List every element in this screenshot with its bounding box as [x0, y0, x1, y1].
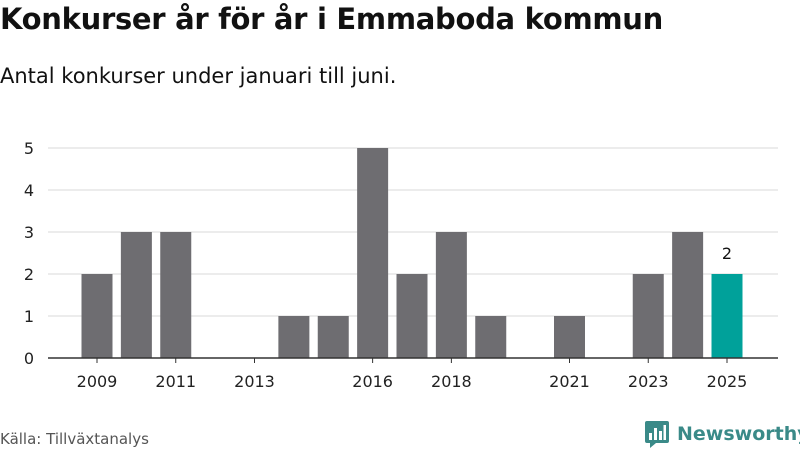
- brand-name: Newsworthy: [677, 423, 800, 445]
- bar: [160, 232, 192, 358]
- x-tick-label: 2011: [155, 372, 196, 391]
- data-label: 2: [722, 244, 732, 263]
- bar: [672, 232, 704, 358]
- y-tick-label: 3: [24, 223, 34, 242]
- bar: [554, 316, 585, 358]
- y-tick-label: 2: [24, 265, 34, 284]
- x-tick-label: 2021: [549, 372, 590, 391]
- bar: [317, 316, 349, 358]
- highlight-bar: [711, 274, 743, 358]
- x-tick-label: 2009: [77, 372, 118, 391]
- y-tick-label: 5: [24, 139, 34, 158]
- bar: [81, 274, 113, 358]
- y-tick-label: 4: [24, 181, 34, 200]
- x-tick-label: 2018: [431, 372, 472, 391]
- newsworthy-logo-icon: [645, 421, 669, 448]
- bar: [475, 316, 507, 358]
- y-tick-label: 0: [24, 349, 34, 368]
- source-note: Källa: Tillväxtanalys: [0, 430, 149, 448]
- chart-subtitle: Antal konkurser under januari till juni.: [0, 64, 397, 88]
- bar: [120, 232, 152, 358]
- x-tick-label: 2023: [628, 372, 669, 391]
- bar-chart: 0 1 2 3 4 5 2009 2011 2013 2016 2018 2021 2023 2025 2: [24, 139, 778, 391]
- x-tick-label: 2025: [707, 372, 748, 391]
- brand-logo: Newsworthy: [644, 420, 800, 448]
- bar: [357, 148, 389, 358]
- bar: [435, 232, 467, 358]
- bar: [632, 274, 664, 358]
- bar: [278, 316, 310, 358]
- y-tick-label: 1: [24, 307, 34, 326]
- x-tick-label: 2016: [352, 372, 393, 391]
- x-tick-label: 2013: [234, 372, 275, 391]
- bar: [396, 274, 428, 358]
- chart-title: Konkurser år för år i Emmaboda kommun: [0, 2, 663, 36]
